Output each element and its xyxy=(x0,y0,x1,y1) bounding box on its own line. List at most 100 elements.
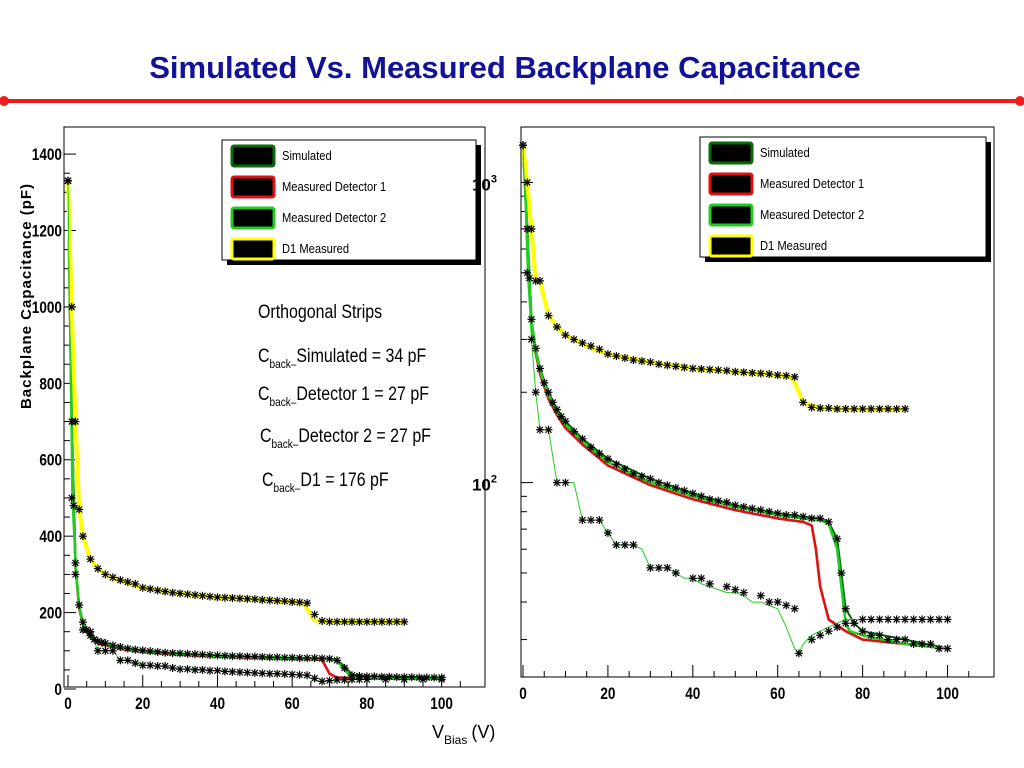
marker-stroke-d2 xyxy=(191,650,199,658)
marker-stroke-d2 xyxy=(689,490,697,497)
data-point-marker xyxy=(183,649,192,658)
data-point-marker xyxy=(595,449,604,458)
series-markers xyxy=(519,141,952,658)
data-point-marker xyxy=(816,631,825,640)
marker-stroke-d2 xyxy=(918,640,926,648)
data-point-marker xyxy=(183,665,192,674)
marker-stroke-d2 xyxy=(176,665,184,673)
data-point-marker xyxy=(654,478,663,487)
marker-stroke-d2 xyxy=(116,643,124,651)
marker-stroke-d2 xyxy=(646,475,654,483)
marker-stroke-d2 xyxy=(303,671,311,679)
data-point-marker xyxy=(901,404,910,413)
marker-stroke-d2 xyxy=(72,418,79,425)
data-point-marker xyxy=(161,587,170,596)
marker-stroke-d2 xyxy=(867,631,875,639)
data-point-marker xyxy=(697,365,706,374)
data-point-marker xyxy=(833,404,842,413)
marker-stroke-d2 xyxy=(893,405,901,413)
data-point-marker xyxy=(552,322,561,331)
data-point-marker xyxy=(926,615,935,624)
marker-stroke-d2 xyxy=(748,505,756,512)
marker-stroke-d2 xyxy=(579,516,586,524)
data-point-marker xyxy=(258,669,267,678)
marker-stroke-d2 xyxy=(311,674,319,682)
data-point-marker xyxy=(901,615,910,624)
data-point-marker xyxy=(377,617,386,626)
annotation-line-1-symbol: C xyxy=(258,345,270,367)
marker-stroke-d2 xyxy=(884,616,892,623)
marker-stroke-d2 xyxy=(562,479,569,487)
marker-stroke-d2 xyxy=(825,518,833,526)
marker-stroke-d2 xyxy=(184,590,191,598)
data-point-marker xyxy=(123,578,132,587)
marker-stroke-d2 xyxy=(311,654,319,662)
marker-stroke-d2 xyxy=(714,366,722,374)
marker-stroke-d2 xyxy=(161,662,169,670)
annotation-line-2-sub: back– xyxy=(270,396,298,409)
marker-stroke-d2 xyxy=(146,647,154,655)
legend: Simulated Measured Detector 1 Measured Det… xyxy=(699,136,991,262)
marker-stroke-d2 xyxy=(808,636,816,643)
data-point-marker xyxy=(858,615,867,624)
marker-stroke-d2 xyxy=(621,354,629,362)
data-point-marker xyxy=(527,315,536,324)
marker-stroke-d2 xyxy=(579,435,586,443)
data-point-marker xyxy=(273,669,282,678)
data-point-marker xyxy=(697,574,706,583)
marker-stroke-d2 xyxy=(131,580,139,588)
data-point-marker xyxy=(544,388,553,397)
x-tick-label: 40 xyxy=(685,685,700,704)
marker-stroke-d2 xyxy=(296,671,304,679)
data-point-marker xyxy=(901,635,910,644)
data-point-marker xyxy=(824,517,833,526)
data-point-marker xyxy=(228,667,237,676)
marker-stroke-d2 xyxy=(595,450,603,457)
data-point-marker xyxy=(850,404,859,413)
data-point-marker xyxy=(78,625,87,634)
data-point-marker xyxy=(705,495,714,504)
data-point-marker xyxy=(688,574,697,583)
y-tick-label-base: 10 xyxy=(472,476,491,495)
data-point-marker xyxy=(138,646,147,655)
marker-stroke-d2 xyxy=(672,362,680,370)
data-point-marker xyxy=(578,434,587,443)
y-tick-label: 800 xyxy=(39,375,62,394)
data-point-marker xyxy=(790,511,799,520)
marker-stroke-d2 xyxy=(236,668,244,676)
marker-stroke-d2 xyxy=(139,646,147,654)
legend-label: Measured Detector 1 xyxy=(282,179,387,194)
marker-stroke-d2 xyxy=(184,650,191,658)
data-point-marker xyxy=(228,652,237,661)
marker-stroke-d2 xyxy=(629,541,637,549)
data-point-marker xyxy=(280,653,289,662)
marker-stroke-d2 xyxy=(214,667,221,675)
data-point-marker xyxy=(680,363,689,372)
marker-stroke-d2 xyxy=(79,618,87,626)
legend-swatch xyxy=(230,144,276,168)
data-point-marker xyxy=(586,342,595,351)
legend-label: Simulated xyxy=(760,145,810,160)
x-tick-label: 20 xyxy=(135,695,150,714)
marker-stroke-d2 xyxy=(740,503,748,511)
data-point-marker xyxy=(799,512,808,521)
data-point-marker xyxy=(646,358,655,367)
marker-stroke-d2 xyxy=(72,559,79,567)
marker-stroke-d2 xyxy=(935,616,943,623)
marker-stroke-d2 xyxy=(663,481,671,489)
data-point-marker xyxy=(235,594,244,603)
marker-stroke-d2 xyxy=(199,651,206,659)
data-point-marker xyxy=(688,489,697,498)
marker-stroke-d2 xyxy=(540,379,548,387)
marker-stroke-d2 xyxy=(579,339,586,347)
data-point-marker xyxy=(943,644,952,653)
data-point-marker xyxy=(837,568,846,577)
marker-stroke-d2 xyxy=(131,646,139,654)
marker-stroke-d2 xyxy=(199,666,206,674)
series-line-d1-sparse xyxy=(522,145,948,654)
marker-stroke-d2 xyxy=(621,541,629,549)
data-point-marker xyxy=(176,649,185,658)
x-tick-label: 100 xyxy=(936,685,959,704)
data-point-marker xyxy=(841,404,850,413)
data-point-marker xyxy=(265,596,274,605)
